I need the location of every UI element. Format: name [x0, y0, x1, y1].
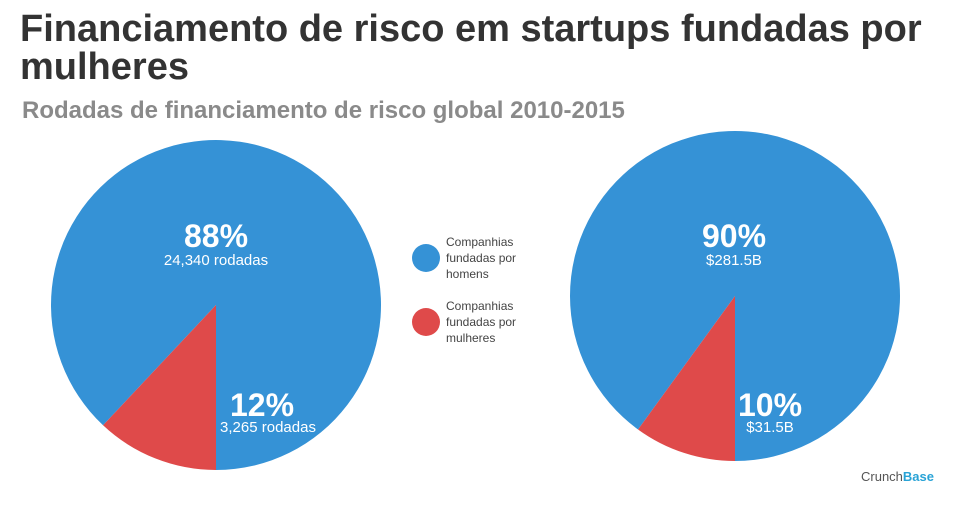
label-value-women-detail: $31.5B: [746, 419, 794, 436]
label-rounds-women-pct: 12%: [230, 387, 294, 423]
brand-part2: Base: [902, 469, 934, 484]
label-value-men-pct: 90%: [702, 218, 766, 254]
slice-value-women[interactable]: [638, 296, 735, 461]
crunchbase-logo: CrunchBase: [861, 469, 934, 484]
label-rounds-men-pct: 88%: [184, 218, 248, 254]
slice-rounds-women[interactable]: [103, 305, 216, 470]
label-value-men-detail: $281.5B: [706, 252, 762, 269]
brand-part1: Crunch: [861, 469, 903, 484]
pie-value: 90% $281.5B 10% $31.5B: [569, 130, 900, 461]
legend: Companhias fundadas por homens Companhia…: [412, 234, 536, 362]
legend-label-women: Companhias fundadas por mulheres: [446, 299, 517, 345]
legend-item-women[interactable]: Companhias fundadas por mulheres: [412, 298, 536, 346]
legend-swatch-women: [412, 308, 440, 336]
legend-label-men: Companhias fundadas por homens: [446, 235, 517, 281]
legend-item-men[interactable]: Companhias fundadas por homens: [412, 234, 536, 282]
label-value-women-pct: 10%: [738, 387, 802, 423]
chart-subtitle: Rodadas de financiamento de risco global…: [22, 97, 625, 124]
chart-title: Financiamento de risco em startups funda…: [20, 8, 922, 88]
label-rounds-women-detail: 3,265 rodadas: [220, 419, 316, 436]
legend-swatch-men: [412, 244, 440, 272]
pie-rounds: 88% 24,340 rodadas 12% 3,265 rodadas: [50, 139, 382, 470]
label-rounds-men-detail: 24,340 rodadas: [164, 252, 268, 269]
